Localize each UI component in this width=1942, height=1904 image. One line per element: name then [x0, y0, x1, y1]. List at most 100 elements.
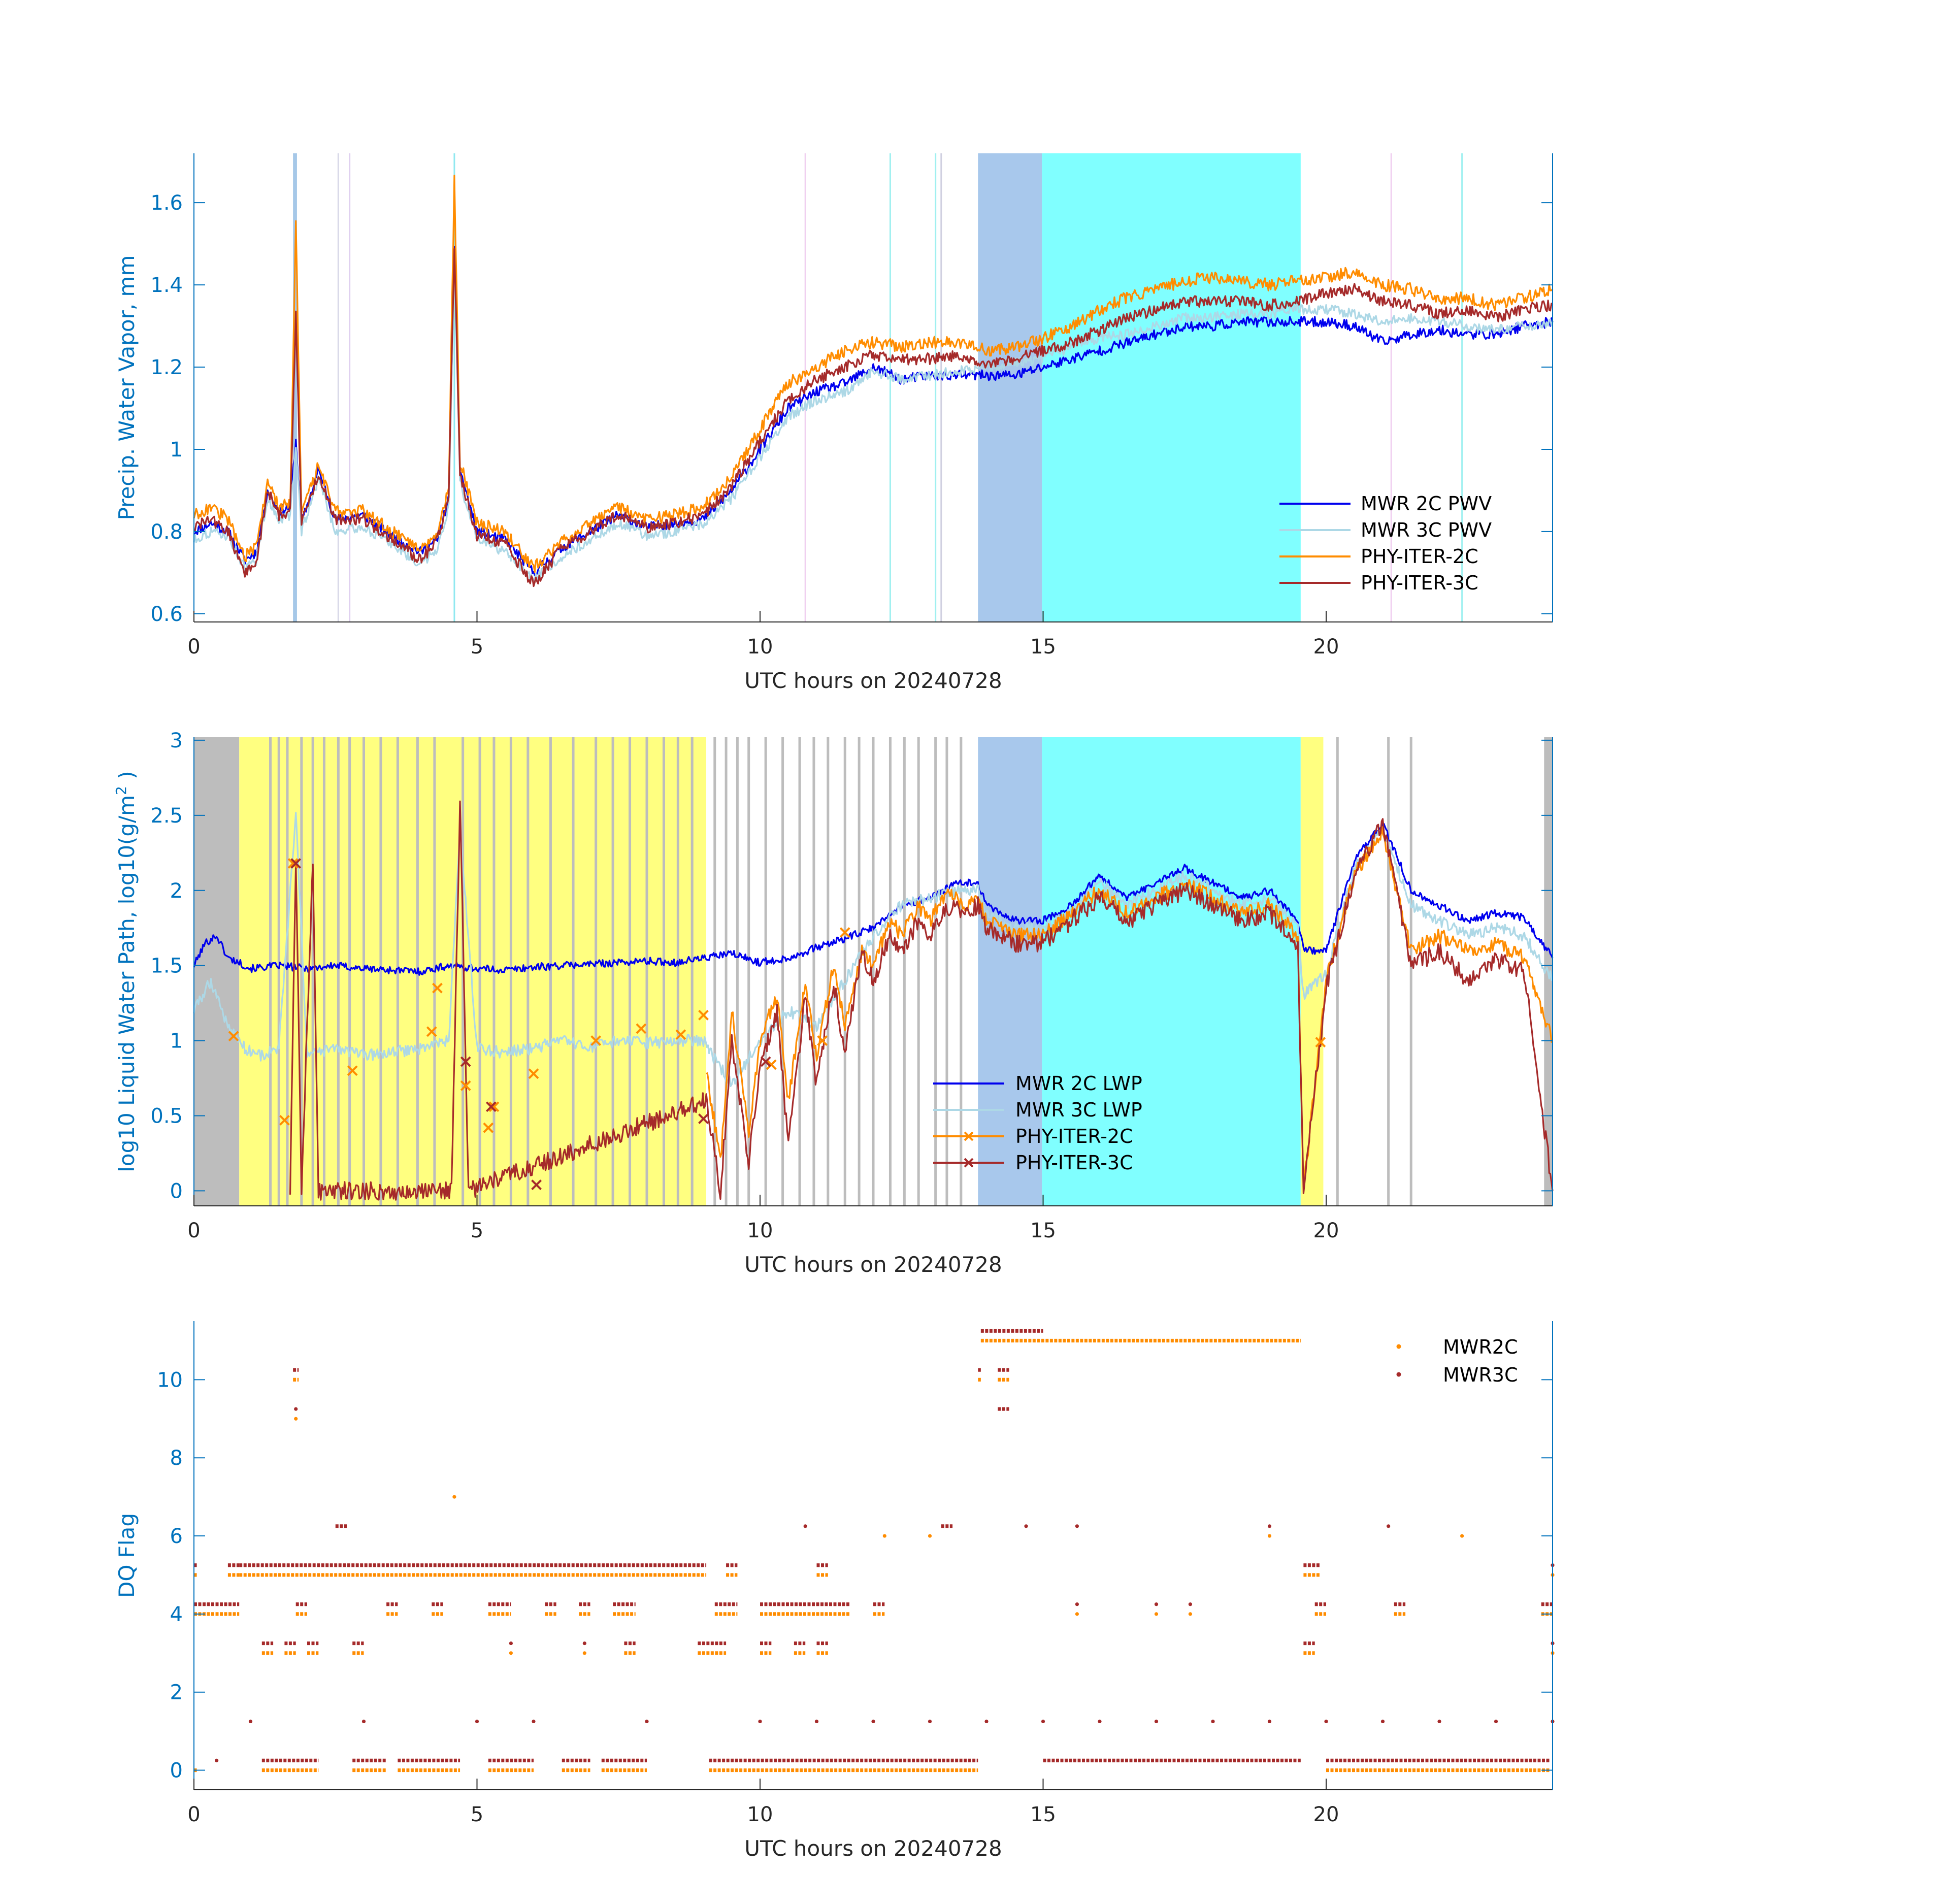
- dq-point-mwr3c: [803, 1524, 807, 1528]
- dq-point-mwr3c: [1437, 1719, 1441, 1723]
- dq-point-mwr3c: [1211, 1719, 1215, 1723]
- pwv-shaded-region: [978, 153, 1042, 622]
- pwv-y-tick-label: 1.6: [150, 191, 183, 215]
- pwv-y-tick-label: 0.6: [150, 603, 183, 626]
- dq-point-mwr3c: [1024, 1524, 1028, 1528]
- dq-point-mwr2c: [1460, 1534, 1464, 1538]
- lwp-marker-3c: [485, 1101, 497, 1112]
- dq-point-mwr3c: [984, 1719, 989, 1723]
- lwp-shaded-region: [1042, 737, 1301, 1206]
- pwv-series-lines: [193, 175, 1554, 587]
- lwp-x-tick-label: 15: [1030, 1219, 1056, 1242]
- dq-point-mwr2c: [928, 1534, 932, 1538]
- lwp-marker-2c: [698, 1009, 709, 1021]
- dq-point-mwr3c: [1154, 1719, 1159, 1723]
- lwp-y-tick-label: 0.5: [150, 1105, 183, 1128]
- lwp-marker-2c: [766, 1059, 777, 1070]
- dq-point-mwr3c: [532, 1719, 536, 1723]
- dq-point-mwr2c: [882, 1534, 886, 1538]
- dq-point-mwr2c: [1267, 1534, 1272, 1538]
- pwv-shaded-regions: [293, 153, 1463, 622]
- dq-point-mwr3c: [1387, 1524, 1391, 1528]
- lwp-marker-2c-stroke-b: [636, 1023, 647, 1034]
- dq-point-mwr3c: [475, 1719, 479, 1723]
- lwp-marker-3c-stroke-b: [531, 1179, 542, 1190]
- dq-point-mwr3c: [1041, 1719, 1045, 1723]
- lwp-y-axis-label-superscript: 2: [113, 786, 129, 795]
- lwp-shaded-region: [194, 737, 240, 1206]
- lwp-legend-marker: [964, 1131, 974, 1141]
- dq-y-tick-label: 10: [157, 1368, 183, 1392]
- lwp-legend: MWR 2C LWP MWR 3C LWP PHY-ITER-2C PHY-ITER-…: [933, 1072, 1142, 1174]
- lwp-marker-2c-stroke-b: [766, 1059, 777, 1070]
- lwp-marker-2c-stroke-b: [279, 1114, 290, 1126]
- lwp-marker-2c-stroke-b: [528, 1068, 539, 1079]
- lwp-marker-2c: [426, 1026, 437, 1037]
- lwp-legend-label: PHY-ITER-3C: [1015, 1152, 1133, 1174]
- dq-y-axis-label: DQ Flag: [114, 1513, 139, 1598]
- pwv-series-line-4: [193, 248, 1554, 587]
- lwp-marker-2c-stroke-b: [432, 982, 443, 994]
- pwv-series-line-1: [193, 246, 1554, 577]
- dq-point-mwr3c: [1324, 1719, 1328, 1723]
- lwp-shaded-region: [978, 737, 1042, 1206]
- lwp-marker-2c-stroke-b: [488, 1101, 500, 1112]
- lwp-marker-3c: [531, 1179, 542, 1190]
- pwv-series-line-2: [193, 265, 1554, 585]
- lwp-y-tick-label: 1.5: [150, 955, 183, 978]
- lwp-x-tick-label: 0: [187, 1219, 200, 1242]
- pwv-y-tick-label: 1: [170, 438, 183, 462]
- dq-point-mwr3c: [1494, 1719, 1498, 1723]
- lwp-marker-2c: [228, 1031, 239, 1042]
- dq-point-mwr3c: [294, 1407, 298, 1411]
- lwp-series-line-3: [706, 826, 1554, 1188]
- lwp-marker-2c-stroke-b: [675, 1029, 686, 1040]
- lwp-x-tick-label: 20: [1313, 1219, 1339, 1242]
- dq-point-mwr3c: [1267, 1719, 1272, 1723]
- dq-point-mwr3c: [758, 1719, 762, 1723]
- lwp-marker-2c-stroke-b: [1315, 1037, 1326, 1047]
- pwv-legend: MWR 2C PWV MWR 3C PWV PHY-ITER-2C PHY-ITER-…: [1279, 493, 1492, 594]
- lwp-marker-3c: [460, 1056, 471, 1067]
- lwp-marker-2c-stroke-b: [228, 1031, 239, 1042]
- lwp-marker-3c-stroke-b: [290, 858, 302, 869]
- pwv-x-tick-label: 15: [1030, 635, 1056, 659]
- lwp-marker-2c: [347, 1065, 358, 1076]
- lwp-marker-2c: [287, 858, 299, 869]
- dq-x-tick-label: 10: [747, 1803, 773, 1826]
- pwv-x-axis-label: UTC hours on 20240728: [744, 668, 1002, 693]
- lwp-legend-label: MWR 2C LWP: [1015, 1072, 1142, 1095]
- lwp-marker-2c: [1315, 1037, 1326, 1047]
- lwp-x-tick-label: 10: [747, 1219, 773, 1242]
- dq-y-tick-label: 2: [170, 1681, 183, 1704]
- lwp-legend-marker: [964, 1158, 974, 1168]
- dq-point-mwr3c: [1154, 1602, 1159, 1606]
- lwp-y-tick-label: 2.5: [150, 804, 183, 828]
- pwv-axes: 0 5 10 15 20 0.6 0.8 1 1.2 1.4 1.6 UTC hours on 202…: [114, 153, 1553, 693]
- dq-legend-label: MWR2C: [1443, 1336, 1518, 1358]
- dq-point-mwr2c: [1188, 1612, 1192, 1616]
- dq-point-mwr2c: [509, 1651, 513, 1655]
- dq-x-tick-label: 0: [187, 1803, 200, 1826]
- lwp-marker-3c: [760, 1056, 771, 1067]
- lwp-marker-3c-stroke-b: [698, 1113, 709, 1124]
- lwp-marker-3c: [290, 858, 302, 869]
- lwp-marker-2c: [460, 1080, 471, 1091]
- dq-panel: 0 5 10 15 20 0 2 4 6 8 10 UTC hours on 20240728 DQ F…: [114, 1321, 1555, 1861]
- lwp-marker-3c-stroke-b: [760, 1056, 771, 1067]
- lwp-legend-label: MWR 3C LWP: [1015, 1099, 1142, 1121]
- dq-x-tick-label: 15: [1030, 1803, 1056, 1826]
- dq-legend: MWR2C MWR3C: [1396, 1336, 1518, 1386]
- dq-scatter-points: [194, 1329, 1555, 1772]
- lwp-y-tick-label: 2: [170, 879, 183, 903]
- dq-point-mwr2c: [1154, 1612, 1159, 1616]
- lwp-marker-2c: [675, 1029, 686, 1040]
- lwp-marker-2c-stroke-b: [426, 1026, 437, 1037]
- dq-point-mwr3c: [871, 1719, 875, 1723]
- dq-point-mwr3c: [1380, 1719, 1385, 1723]
- dq-point-mwr3c: [928, 1719, 932, 1723]
- pwv-legend-label: PHY-ITER-3C: [1361, 572, 1478, 594]
- lwp-marker-2c-stroke-b: [287, 858, 299, 869]
- dq-point-mwr2c: [452, 1495, 456, 1499]
- dq-point-mwr2c: [582, 1651, 586, 1655]
